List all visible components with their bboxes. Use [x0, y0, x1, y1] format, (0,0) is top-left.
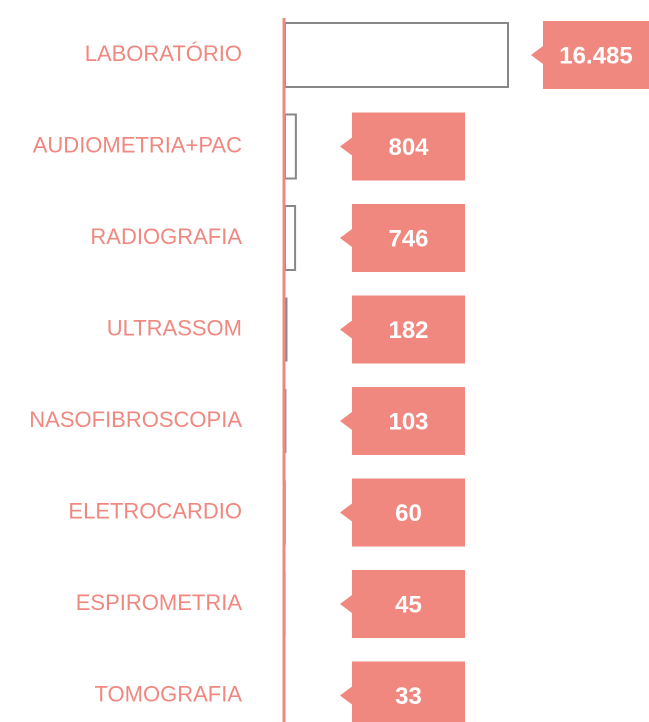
category-label: NASOFIBROSCOPIA [29, 407, 242, 432]
category-label: AUDIOMETRIA+PAC [33, 132, 242, 157]
value-label: 45 [395, 591, 422, 618]
value-label: 182 [388, 317, 428, 344]
value-callout [340, 661, 465, 722]
value-callout [340, 112, 465, 181]
category-label: LABORATÓRIO [85, 41, 242, 66]
category-label: ULTRASSOM [107, 315, 242, 340]
bar [284, 113, 297, 180]
value-callout [531, 21, 649, 89]
bar [284, 22, 509, 88]
category-label: ESPIROMETRIA [76, 590, 243, 615]
category-label: RADIOGRAFIA [90, 224, 242, 249]
category-label: ELETROCARDIO [68, 498, 242, 523]
value-label: 103 [388, 408, 428, 435]
value-label: 60 [395, 500, 422, 527]
value-callout [340, 295, 465, 364]
value-label: 16.485 [559, 42, 632, 69]
value-label: 33 [395, 683, 422, 710]
category-label: TOMOGRAFIA [95, 681, 243, 706]
bar [285, 297, 288, 362]
value-callout [340, 387, 465, 455]
value-callout [340, 570, 465, 638]
value-label: 804 [388, 134, 429, 161]
bar [284, 205, 297, 271]
value-callout [340, 478, 465, 547]
value-callout [340, 204, 465, 272]
bar [285, 389, 287, 453]
value-label: 746 [388, 225, 428, 252]
